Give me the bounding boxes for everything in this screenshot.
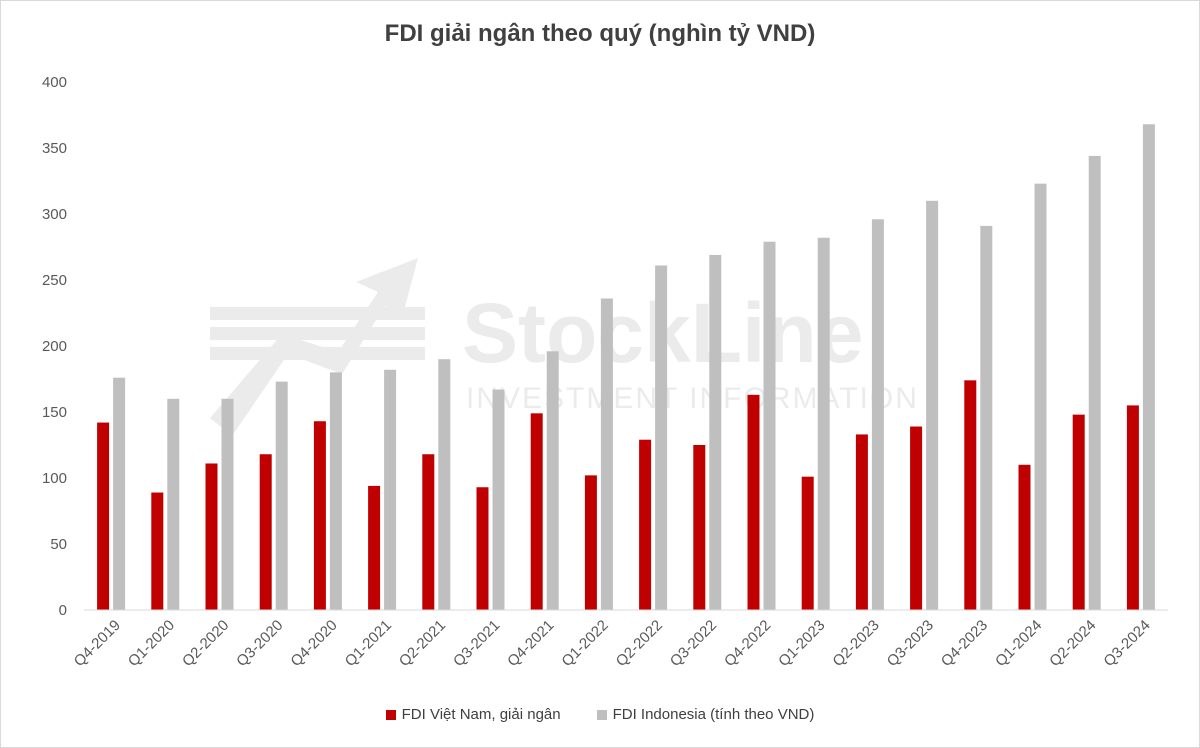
x-tick-label: Q3-2023 <box>884 617 937 670</box>
bar-indonesia <box>1088 155 1101 611</box>
bar-indonesia <box>113 377 126 610</box>
bar-vietnam <box>476 487 489 610</box>
bar-indonesia <box>709 254 722 611</box>
watermark-logo <box>210 258 425 436</box>
bar-vietnam <box>259 454 272 610</box>
x-tick-label: Q1-2022 <box>558 617 611 670</box>
bar-vietnam <box>313 421 326 610</box>
x-tick-label: Q3-2022 <box>667 617 720 670</box>
y-tick-label: 0 <box>59 602 67 619</box>
bar-indonesia <box>275 381 288 610</box>
x-tick-label: Q4-2022 <box>721 617 774 670</box>
y-tick-label: 350 <box>42 140 67 157</box>
bar-vietnam <box>639 439 652 610</box>
bar-vietnam <box>368 485 381 610</box>
bar-indonesia <box>1142 124 1155 611</box>
x-tick-label: Q4-2020 <box>287 617 340 670</box>
bar-indonesia <box>926 200 939 611</box>
x-tick-label: Q1-2024 <box>992 617 1045 670</box>
y-tick-label: 250 <box>42 272 67 289</box>
bars <box>97 124 1155 611</box>
y-tick-label: 400 <box>42 74 67 91</box>
bar-indonesia <box>492 389 505 610</box>
x-tick-label: Q4-2021 <box>504 617 557 670</box>
bar-indonesia <box>221 398 234 610</box>
bar-indonesia <box>167 398 180 610</box>
y-tick-label: 100 <box>42 470 67 487</box>
x-tick-label: Q1-2023 <box>775 617 828 670</box>
bar-vietnam <box>1018 464 1031 610</box>
bar-vietnam <box>747 394 760 610</box>
x-tick-label: Q2-2022 <box>613 617 666 670</box>
chart-title: FDI giải ngân theo quý (nghìn tỷ VND) <box>384 20 816 47</box>
y-tick-label: 150 <box>42 404 67 421</box>
watermark: StockLine INVESTMENT INFORMATION <box>210 258 919 436</box>
bar-indonesia <box>655 265 668 610</box>
bar-indonesia <box>1034 183 1047 610</box>
y-tick-label: 200 <box>42 338 67 355</box>
legend-swatch-indonesia <box>596 709 607 720</box>
x-tick-label: Q3-2020 <box>233 617 286 670</box>
x-tick-label: Q4-2019 <box>71 617 124 670</box>
bar-indonesia <box>329 372 342 610</box>
bar-indonesia <box>763 241 776 610</box>
watermark-tagline: INVESTMENT INFORMATION <box>466 382 919 415</box>
bar-indonesia <box>546 351 559 610</box>
bar-vietnam <box>97 422 110 610</box>
x-tick-label: Q2-2023 <box>829 617 882 670</box>
bar-vietnam <box>910 426 923 610</box>
bar-vietnam <box>964 380 977 610</box>
bar-vietnam <box>205 463 218 610</box>
bar-vietnam <box>1126 405 1139 610</box>
bar-indonesia <box>438 359 451 610</box>
y-tick-label: 300 <box>42 206 67 223</box>
bar-vietnam <box>693 445 706 610</box>
legend-swatch-vietnam <box>385 709 396 720</box>
bar-indonesia <box>980 225 993 610</box>
bar-vietnam <box>855 434 868 610</box>
bar-indonesia <box>384 369 397 610</box>
legend-item-vietnam: FDI Việt Nam, giải ngân <box>385 706 561 723</box>
x-tick-label: Q3-2024 <box>1100 617 1153 670</box>
bar-indonesia <box>817 237 830 610</box>
bar-vietnam <box>1072 414 1085 610</box>
bar-vietnam <box>584 475 597 610</box>
bar-indonesia <box>871 219 884 610</box>
x-tick-label: Q2-2020 <box>179 617 232 670</box>
bar-vietnam <box>530 413 543 610</box>
y-axis: 0 50 100 150 200 250 300 350 400 <box>42 74 67 619</box>
legend: FDI Việt Nam, giải ngân FDI Indonesia (t… <box>0 706 1200 723</box>
bar-vietnam <box>151 492 164 610</box>
legend-item-indonesia: FDI Indonesia (tính theo VND) <box>596 706 815 723</box>
x-tick-label: Q1-2021 <box>342 617 395 670</box>
x-axis: Q4-2019 Q1-2020 Q2-2020 Q3-2020 Q4-2020 Q1-20… <box>71 617 1154 670</box>
bar-vietnam <box>422 454 435 610</box>
legend-label-indonesia: FDI Indonesia (tính theo VND) <box>612 706 815 723</box>
bar-vietnam <box>801 476 814 610</box>
x-tick-label: Q1-2020 <box>125 617 178 670</box>
x-tick-label: Q3-2021 <box>450 617 503 670</box>
x-tick-label: Q2-2024 <box>1046 617 1099 670</box>
y-tick-label: 50 <box>50 536 67 553</box>
x-tick-label: Q4-2023 <box>938 617 991 670</box>
x-tick-label: Q2-2021 <box>396 617 449 670</box>
legend-label-vietnam: FDI Việt Nam, giải ngân <box>401 706 561 723</box>
bar-indonesia <box>600 298 613 610</box>
